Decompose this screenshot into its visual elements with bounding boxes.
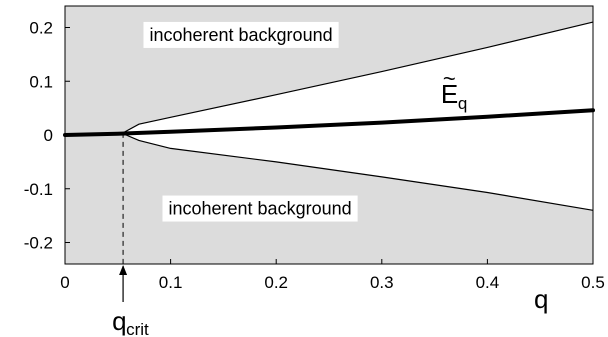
x-tick-label: 0.3 — [370, 273, 394, 292]
x-tick-label: 0.5 — [581, 273, 605, 292]
upper-region-label-box — [143, 21, 339, 48]
upper-boundary-line — [122, 21, 594, 134]
dispersion-label-base: E — [441, 79, 458, 109]
y-axis-ticks — [65, 27, 70, 243]
lower-region-label: incoherent background — [168, 199, 351, 219]
upper-region-label: incoherent background — [149, 25, 332, 45]
y-tick-label: 0.1 — [29, 72, 53, 91]
x-axis-ticks — [64, 259, 594, 264]
x-tick-label: 0.4 — [476, 273, 500, 292]
dispersion-label-subscript: q — [458, 94, 467, 113]
x-tick-label: 0.1 — [159, 273, 183, 292]
qcrit-label-subscript: crit — [126, 320, 149, 337]
y-tick-label: -0.2 — [24, 234, 53, 253]
y-axis-tick-labels: 0.2 0.1 0 -0.1 -0.2 — [24, 19, 53, 253]
qcrit-label-base: q — [112, 306, 126, 336]
x-tick-label: 0 — [60, 273, 69, 292]
y-tick-label: 0.2 — [29, 19, 53, 38]
dispersion-curve — [63, 108, 595, 137]
x-tick-label: 0.2 — [264, 273, 288, 292]
dispersion-label-tilde: ~ — [443, 66, 456, 91]
x-axis-tick-labels: 0 0.1 0.2 0.3 0.4 0.5 — [60, 273, 605, 292]
y-tick-label: 0 — [44, 126, 53, 145]
coherent-region — [123, 22, 593, 211]
qcrit-arrow-icon — [119, 265, 128, 275]
y-tick-label: -0.1 — [24, 180, 53, 199]
x-axis-label: q — [534, 284, 548, 314]
lower-boundary-line — [122, 133, 594, 211]
lower-region-label-box — [162, 195, 358, 222]
